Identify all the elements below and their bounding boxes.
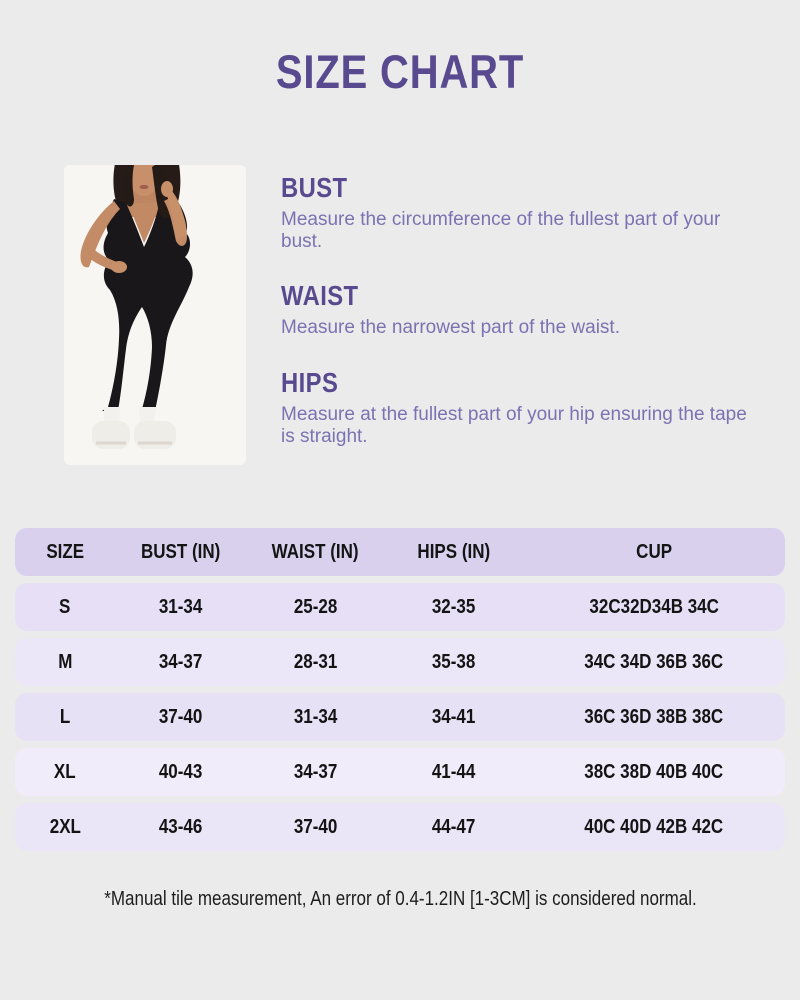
size-table: SIZE BUST (IN) WAIST (IN) HIPS (IN) CUP … [15, 528, 785, 858]
size-cell: S [59, 595, 71, 618]
bust-description: Measure the circumference of the fullest… [281, 209, 721, 253]
bust-heading: BUST [281, 172, 348, 203]
column-header-size: SIZE [46, 540, 84, 563]
hips-heading: HIPS [281, 366, 339, 398]
bust-cell: 31-34 [158, 595, 203, 618]
size-cell: L [59, 705, 71, 728]
size-table-row-m: M 34-37 28-31 35-38 34C 34D 36B 36C [15, 638, 785, 686]
column-header-waist: WAIST (IN) [271, 540, 359, 563]
waist-description: Measure the narrowest part of the waist. [281, 317, 620, 339]
product-photo [52, 158, 258, 472]
measure-section-hips: HIPS Measure at the fullest part of your… [281, 367, 747, 448]
waist-cell: 31-34 [293, 705, 338, 728]
hips-cell: 44-47 [432, 815, 476, 838]
size-table-row-l: L 37-40 31-34 34-41 36C 36D 38B 38C [15, 693, 785, 741]
cup-cell: 36C 36D 38B 38C [584, 705, 724, 728]
cup-cell: 40C 40D 42B 42C [584, 815, 724, 838]
hips-description: Measure at the fullest part of your hip … [281, 403, 747, 447]
waist-cell: 34-37 [293, 760, 338, 783]
bust-cell: 43-46 [158, 815, 203, 838]
size-cell: XL [54, 760, 76, 783]
column-header-hips: HIPS (IN) [417, 540, 491, 563]
cup-cell: 32C32D34B 34C [589, 595, 719, 618]
size-table-row-2xl: 2XL 43-46 37-40 44-47 40C 40D 42B 42C [15, 803, 785, 851]
footnote: *Manual tile measurement, An error of 0.… [103, 888, 697, 910]
page-title: SIZE CHART [275, 45, 525, 98]
column-header-cup: CUP [636, 540, 673, 563]
waist-cell: 37-40 [293, 815, 338, 838]
hips-cell: 41-44 [432, 760, 476, 783]
waist-cell: 25-28 [293, 595, 338, 618]
waist-cell: 28-31 [293, 650, 338, 673]
bust-cell: 34-37 [158, 650, 203, 673]
bust-cell: 40-43 [158, 760, 203, 783]
measurement-guide: BUST Measure the circumference of the fu… [281, 172, 747, 475]
measure-section-bust: BUST Measure the circumference of the fu… [281, 172, 747, 253]
size-table-row-s: S 31-34 25-28 32-35 32C32D34B 34C [15, 583, 785, 631]
cup-cell: 38C 38D 40B 40C [584, 760, 724, 783]
bust-cell: 37-40 [158, 705, 203, 728]
hips-cell: 34-41 [432, 705, 476, 728]
size-table-row-xl: XL 40-43 34-37 41-44 38C 38D 40B 40C [15, 748, 785, 796]
hips-cell: 32-35 [432, 595, 476, 618]
cup-cell: 34C 34D 36B 36C [584, 650, 724, 673]
size-cell: M [57, 650, 73, 673]
size-table-header-row: SIZE BUST (IN) WAIST (IN) HIPS (IN) CUP [15, 528, 785, 576]
measure-section-waist: WAIST Measure the narrowest part of the … [281, 280, 747, 339]
column-header-bust: BUST (IN) [140, 540, 221, 563]
model-illustration [64, 165, 246, 465]
hips-cell: 35-38 [432, 650, 476, 673]
waist-heading: WAIST [281, 280, 359, 312]
size-cell: 2XL [49, 815, 81, 838]
